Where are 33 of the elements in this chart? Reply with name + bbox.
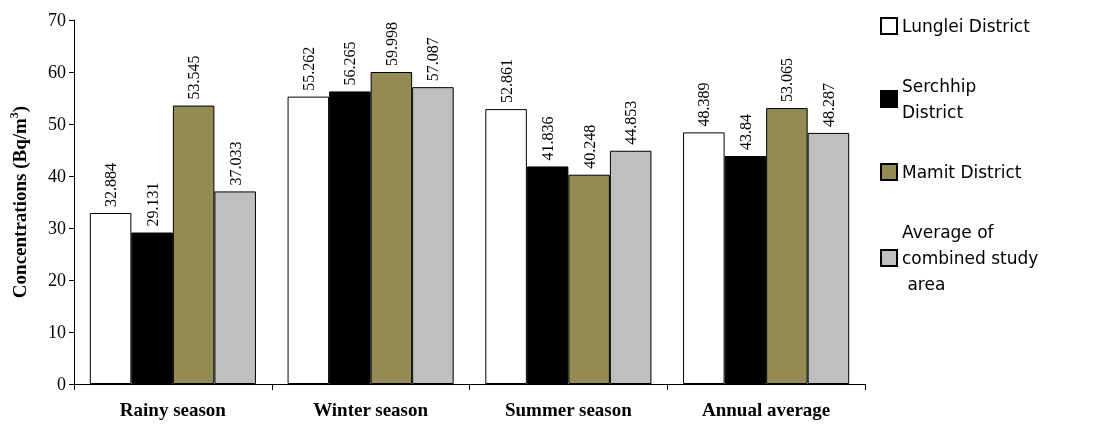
x-tick-label: Winter season [313,399,429,420]
data-label: 48.389 [695,82,713,127]
y-tick-label: 60 [48,62,66,82]
data-label: 37.033 [226,141,244,186]
y-tick-label: 0 [57,374,66,394]
y-tick-label: 40 [48,166,66,186]
data-label: 53.065 [778,58,796,103]
x-tick-label: Summer season [504,399,633,420]
data-label: 48.287 [819,82,837,127]
legend-label: Mamit District [902,162,1022,182]
y-tick-label: 50 [48,114,66,134]
x-tick-label: Rainy season [119,399,227,420]
y-tick-label: 10 [48,322,66,342]
data-label: 52.861 [497,59,515,104]
data-label: 32.884 [102,163,120,207]
x-tick-label: Annual average [702,399,831,420]
data-label: 44.853 [622,100,640,145]
data-label: 57.087 [424,37,442,82]
data-label: 43.84 [736,114,754,151]
legend-label: Lunglei District [902,16,1031,36]
data-label: 29.131 [143,182,161,227]
data-label: 41.836 [539,116,557,161]
y-tick-label: 20 [48,270,66,290]
data-label: 40.248 [580,124,598,169]
data-label: 53.545 [185,55,203,100]
y-tick-label: 70 [48,10,66,30]
data-label: 59.998 [382,22,400,67]
legend-label: Average of combined study area [902,222,1039,294]
y-tick-label: 30 [48,218,66,238]
y-axis-title: Concentrations (Bq/m3) [7,105,31,299]
legend-label: Serchhip District [902,76,982,122]
data-label: 55.262 [299,46,317,91]
data-label: 56.265 [341,41,359,86]
